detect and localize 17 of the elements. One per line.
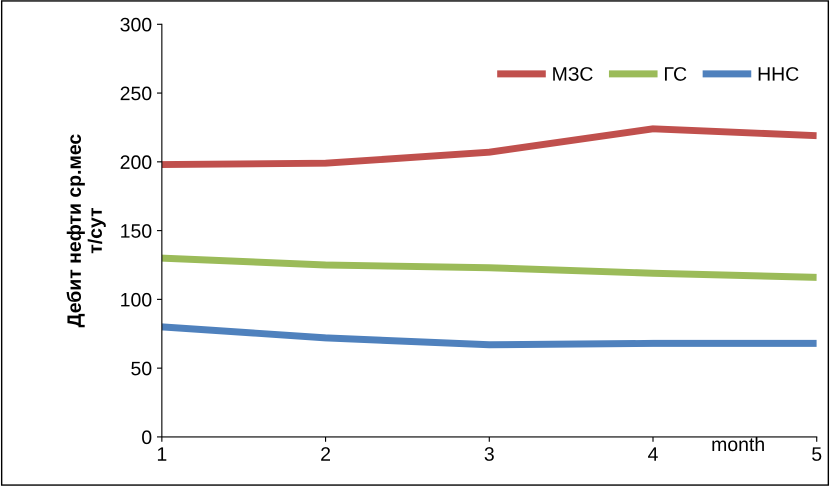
legend-label: ННС xyxy=(758,67,798,81)
y-tick-label: 300 xyxy=(120,18,152,32)
y-tick-label: 150 xyxy=(121,224,152,238)
y-tick-label: 250 xyxy=(120,86,152,100)
x-tick-label: 4 xyxy=(648,447,658,461)
x-tick-label: 1 xyxy=(158,447,166,461)
y-tick-label: 200 xyxy=(120,155,152,170)
y-tick-label: 50 xyxy=(131,362,152,376)
y-axis-title: Дебит нефти ср.мес т/сут xyxy=(66,134,106,328)
legend-label: МЗС xyxy=(553,67,593,81)
legend-label: ГС xyxy=(664,67,686,81)
y-tick-label: 100 xyxy=(121,292,152,307)
x-tick-label: 2 xyxy=(321,447,330,461)
y-tick-label: 0 xyxy=(142,430,152,444)
x-tick-label: 3 xyxy=(484,447,494,461)
x-tick-label: 5 xyxy=(812,447,822,461)
x-axis-title: month xyxy=(712,436,764,452)
